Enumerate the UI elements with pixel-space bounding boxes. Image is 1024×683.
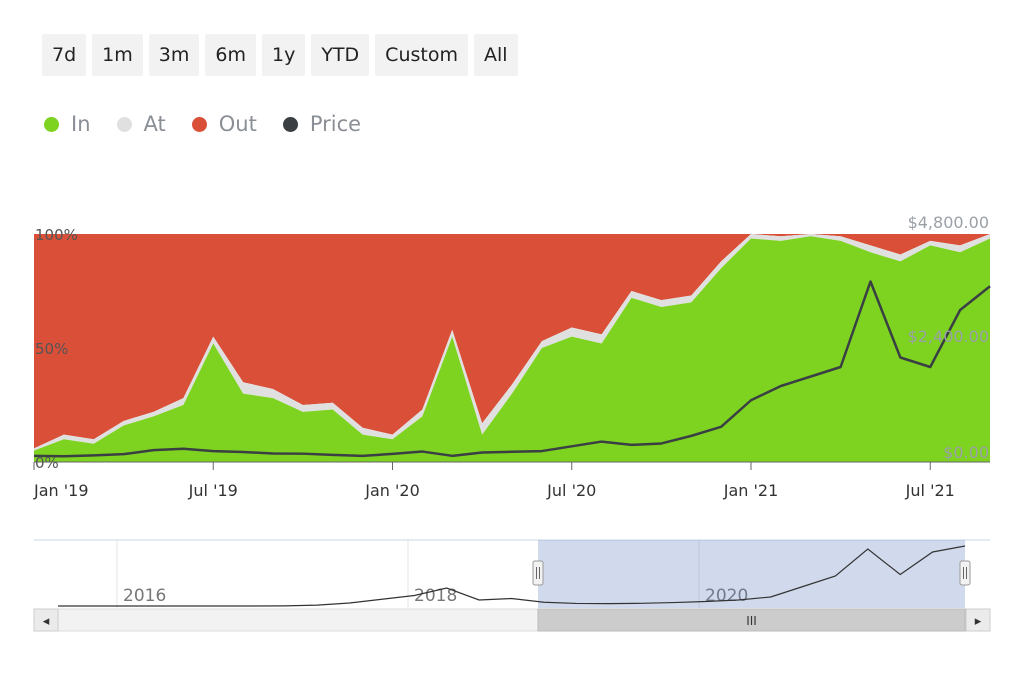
range-button-3m[interactable]: 3m [148,34,200,76]
legend-item-in[interactable]: In [44,112,91,136]
navigator-selected-range[interactable] [538,540,965,608]
x-axis-tick-label: Jul '21 [905,481,955,500]
legend-item-out[interactable]: Out [191,112,257,136]
x-axis-tick-label: Jan '20 [364,481,420,500]
legend-dot-in [44,116,59,132]
navigator-handle-left[interactable] [532,560,544,586]
arrow-left-icon: ◂ [43,614,50,629]
chart-legend: In At Out Price [44,112,361,136]
arrow-right-icon: ▸ [975,614,982,629]
series-area-in [34,236,990,462]
range-button-1m[interactable]: 1m [92,34,143,76]
x-axis-tick-label: Jan '19 [33,481,89,500]
y-left-tick-label: 100% [35,226,78,244]
y-left-tick-label: 50% [35,340,68,358]
range-button-ytd[interactable]: YTD [311,34,370,76]
scrollbar-left-button[interactable] [33,608,59,632]
x-axis-tick-label: Jul '20 [546,481,596,500]
series-area-out [34,234,990,449]
legend-item-price[interactable]: Price [282,112,362,136]
scrollbar-thumb[interactable] [537,608,966,632]
navigator-price-line [58,545,966,607]
range-button-all[interactable]: All [473,34,518,76]
scrollbar-right-button[interactable] [965,608,991,632]
legend-label-out: Out [218,112,257,136]
legend-dot-out [191,116,207,132]
series-line-price [33,280,991,458]
navigator-year-label: 2016 [123,586,166,606]
x-axis-tick-label: Jan '21 [723,481,779,500]
navigator-handle-right[interactable] [959,560,971,586]
legend-item-at[interactable]: At [116,112,166,136]
legend-label-at: At [143,112,166,136]
legend-label-price: Price [309,112,362,136]
range-button-1y[interactable]: 1y [261,34,306,76]
range-button-7d[interactable]: 7d [42,34,87,76]
legend-dot-at [116,116,132,132]
scrollbar-grip: III [746,614,757,628]
navigator-handle-body [959,560,971,586]
y-right-tick-label: $0.00 [943,443,989,462]
range-button-custom[interactable]: Custom [375,34,468,76]
navigator: 201620182020III◂▸ [33,539,991,632]
y-right-tick-label: $4,800.00 [908,213,989,232]
x-axis-tick-label: Jul '19 [188,481,238,500]
range-button-6m[interactable]: 6m [205,34,256,76]
series-area-at [34,234,990,451]
main-axes: 0% 50% 100% $0.00 $2,400.00 $4,800.00 Jan '19 J… [33,213,990,500]
y-left-tick-label: 0% [35,454,59,472]
y-right-tick-label: $2,400.00 [908,327,989,346]
navigator-year-label: 2018 [414,586,457,606]
navigator-handle-body [532,560,544,586]
range-selector: 7d 1m 3m 6m 1y YTD Custom All [42,34,518,76]
legend-label-in: In [71,112,91,136]
legend-dot-price [282,116,298,132]
main-plot [33,234,991,462]
navigator-background [34,540,990,608]
